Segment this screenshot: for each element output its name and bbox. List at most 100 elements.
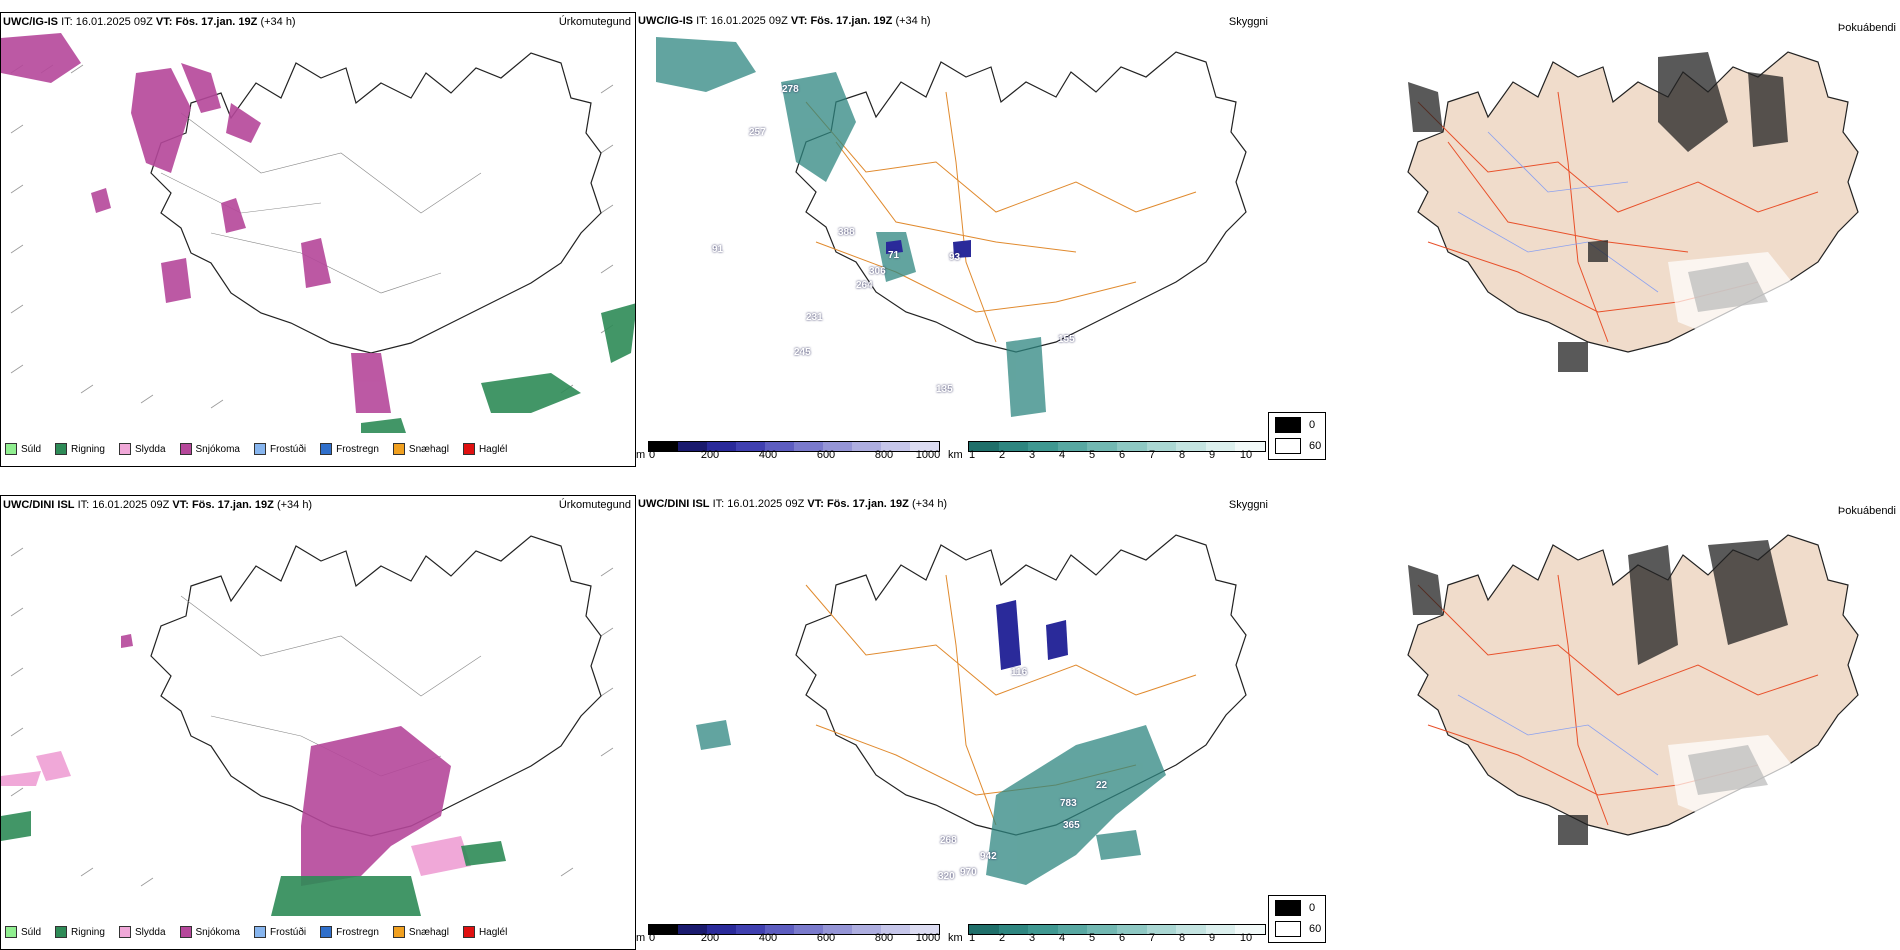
- value-label: 268: [940, 835, 957, 846]
- legend-item: Snjókoma: [179, 926, 240, 938]
- value-label: 135: [936, 384, 953, 395]
- precip-map: [1, 535, 614, 916]
- legend-item: Haglél: [462, 926, 507, 938]
- fog-key-swatch: [1275, 417, 1301, 433]
- colorbar-tick: 10: [1239, 932, 1253, 944]
- colorbar-tick: 0: [648, 449, 656, 461]
- colorbar-unit: m: [636, 449, 646, 461]
- cloud-visibility-map: [656, 37, 1247, 417]
- colorbar-tick: 9: [1208, 449, 1216, 461]
- colorbar-tick: 400: [758, 449, 778, 461]
- fog-key: 0 60: [1268, 412, 1326, 460]
- legend-swatch: [462, 443, 475, 455]
- panel-title: Þokuábendi: [1837, 22, 1896, 34]
- value-label: 320: [938, 871, 955, 882]
- legend-swatch: [55, 443, 68, 455]
- fog-map: [1407, 51, 1859, 372]
- legend-item: Frostregn: [320, 443, 379, 455]
- legend-swatch: [253, 926, 266, 938]
- value-label: 155: [1058, 334, 1075, 345]
- value-label: 257: [749, 127, 766, 138]
- legend-swatch: [462, 926, 475, 938]
- colorbar-tick: 400: [758, 932, 778, 944]
- precip-type-panel-top: UWC/IG-IS IT: 16.01.2025 09Z VT: Fös. 17…: [0, 12, 636, 467]
- legend-item: Slydda: [118, 443, 166, 455]
- legend-swatch: [253, 443, 266, 455]
- colorbar-tick: 8: [1178, 449, 1186, 461]
- colorbar-tick: 200: [700, 932, 720, 944]
- colorbar-tick: 600: [816, 449, 836, 461]
- colorbar-tick: 4: [1058, 449, 1066, 461]
- precip-legend: Súld Rigning Slydda Snjókoma Frostúði Fr…: [5, 926, 507, 938]
- legend-swatch: [55, 926, 68, 938]
- legend-item: Rigning: [55, 926, 105, 938]
- visibility-colorbar: km 1 2 3 4 5 6 7 8 9 10: [948, 437, 1268, 467]
- legend-item: Snæhagl: [392, 443, 449, 455]
- colorbar-tick: 5: [1088, 932, 1096, 944]
- fog-key-label: 0: [1309, 419, 1316, 431]
- fog-key: 0 60: [1268, 895, 1326, 943]
- value-label: 970: [960, 867, 977, 878]
- legend-swatch: [179, 443, 192, 455]
- value-label: 306: [869, 266, 886, 277]
- colorbar-tick: 800: [874, 449, 894, 461]
- fog-key-label: 60: [1309, 440, 1322, 452]
- colorbar-unit: km: [948, 449, 963, 461]
- colorbar-tick: 3: [1028, 932, 1036, 944]
- colorbar-tick: 1000: [915, 932, 941, 944]
- legend-item: Slydda: [118, 926, 166, 938]
- legend-swatch: [179, 926, 192, 938]
- cloudbase-colorbar: m 0 200 400 600 800 1000: [636, 920, 946, 950]
- panel-title: Úrkomutegund: [558, 499, 631, 511]
- legend-swatch: [5, 926, 17, 938]
- fog-indicator-panel-top: Þokuábendi 0 60: [1268, 12, 1900, 467]
- fog-key-label: 0: [1309, 902, 1316, 914]
- fog-map: [1407, 534, 1859, 845]
- cloud-visibility-panel-top: UWC/IG-IS IT: 16.01.2025 09Z VT: Fös. 17…: [636, 12, 1268, 467]
- value-label: 71: [888, 250, 900, 261]
- value-label: 278: [782, 84, 799, 95]
- colorbar-tick: 10: [1239, 449, 1253, 461]
- panel-header: UWC/IG-IS IT: 16.01.2025 09Z VT: Fös. 17…: [638, 15, 931, 27]
- value-label: 783: [1060, 798, 1077, 809]
- legend-item: Frostúði: [253, 926, 306, 938]
- legend-swatch: [392, 443, 405, 455]
- colorbar-unit: m: [636, 932, 646, 944]
- colorbar-tick: 1: [968, 932, 976, 944]
- legend-swatch: [320, 443, 333, 455]
- colorbar-tick: 8: [1178, 932, 1186, 944]
- legend-item: Súld: [5, 926, 41, 938]
- colorbar-tick: 0: [648, 932, 656, 944]
- colorbar-tick: 6: [1118, 449, 1126, 461]
- colorbar-tick: 800: [874, 932, 894, 944]
- precip-legend: Súld Rigning Slydda Snjókoma Frostúði Fr…: [5, 443, 507, 455]
- legend-swatch: [392, 926, 405, 938]
- value-label: 942: [980, 851, 997, 862]
- legend-item: Snæhagl: [392, 926, 449, 938]
- fog-key-swatch: [1275, 921, 1301, 937]
- colorbar-tick: 7: [1148, 449, 1156, 461]
- fog-key-swatch: [1275, 438, 1301, 454]
- precip-map: [1, 33, 635, 433]
- legend-item: Rigning: [55, 443, 105, 455]
- panel-header: UWC/DINI ISL IT: 16.01.2025 09Z VT: Fös.…: [638, 498, 948, 510]
- value-label: 91: [712, 244, 724, 255]
- colorbar-unit: km: [948, 932, 963, 944]
- legend-item: Haglél: [462, 443, 507, 455]
- panel-title: Þokuábendi: [1837, 505, 1896, 517]
- value-label: 264: [856, 280, 873, 291]
- legend-item: Frostregn: [320, 926, 379, 938]
- value-label: 116: [1011, 667, 1028, 678]
- cloud-visibility-panel-bottom: UWC/DINI ISL IT: 16.01.2025 09Z VT: Fös.…: [636, 495, 1268, 950]
- colorbar-tick: 3: [1028, 449, 1036, 461]
- value-label: 245: [794, 347, 811, 358]
- value-label: 22: [1096, 780, 1108, 791]
- fog-key-swatch: [1275, 900, 1301, 916]
- colorbar-tick: 2: [998, 932, 1006, 944]
- colorbar-tick: 6: [1118, 932, 1126, 944]
- precip-type-panel-bottom: UWC/DINI ISL IT: 16.01.2025 09Z VT: Fös.…: [0, 495, 636, 950]
- panel-title: Úrkomutegund: [558, 16, 631, 28]
- legend-swatch: [5, 443, 17, 455]
- colorbar-tick: 200: [700, 449, 720, 461]
- legend-item: Snjókoma: [179, 443, 240, 455]
